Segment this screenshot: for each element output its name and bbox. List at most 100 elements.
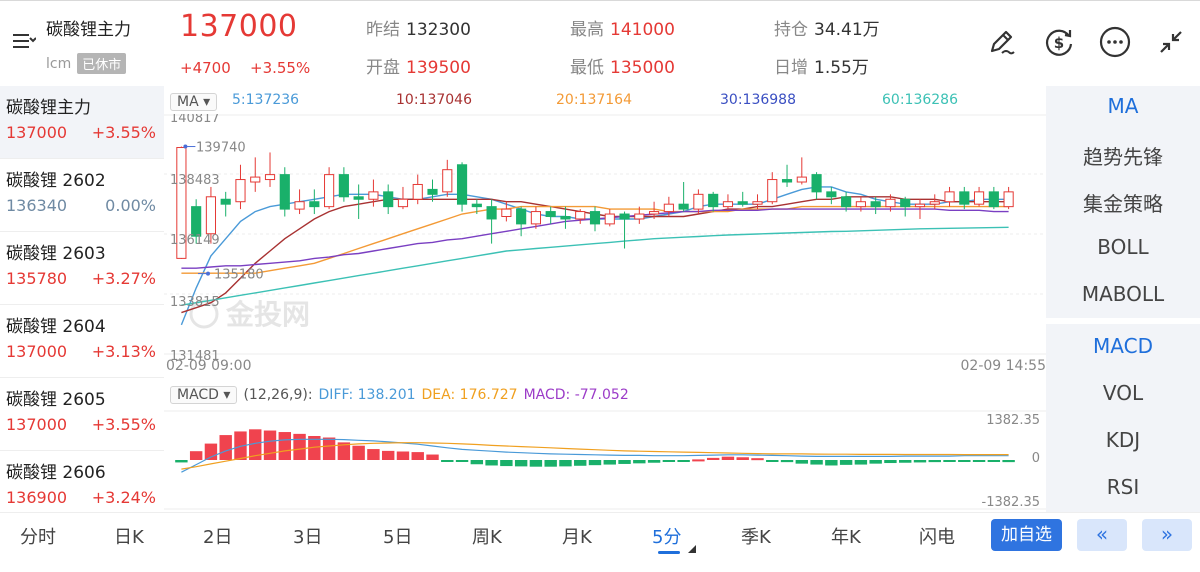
tab-year-k[interactable]: 年K <box>831 527 861 548</box>
list-item[interactable]: 碳酸锂 2605 137000 +3.55% <box>0 378 164 451</box>
macd-bar <box>943 460 956 462</box>
candle <box>486 199 497 244</box>
ma60-value: 60:136286 <box>882 92 958 108</box>
macd-bar <box>869 460 882 464</box>
macd-bar <box>899 460 912 463</box>
candle <box>619 211 630 249</box>
list-item[interactable]: 碳酸锂 2603 135780 +3.27% <box>0 232 164 305</box>
y-axis-label: 136149 <box>170 233 220 248</box>
candle <box>427 179 438 202</box>
candle <box>649 201 660 219</box>
tab-timeshare[interactable]: 分时 <box>20 527 56 548</box>
indicator-boll[interactable]: BOLL <box>1097 235 1149 259</box>
list-item[interactable]: 碳酸锂 2604 137000 +3.13% <box>0 305 164 378</box>
macd-bar <box>529 460 543 467</box>
tab-2day[interactable]: 2日 <box>203 527 233 548</box>
indicator-strategy[interactable]: 集金策略 <box>1083 192 1163 216</box>
indicator-macd[interactable]: MACD <box>1093 334 1153 358</box>
indicator-maboll[interactable]: MABOLL <box>1081 282 1165 306</box>
macd-axis-label: 1382.35 <box>986 413 1040 428</box>
candle <box>781 164 793 187</box>
candle <box>841 191 852 212</box>
indicator-rsi[interactable]: RSI <box>1106 475 1140 499</box>
candle <box>826 186 837 205</box>
contract-name: 碳酸锂主力 <box>46 20 131 40</box>
contract-list: 碳酸锂主力 137000 +3.55% 碳酸锂 2602 136340 0.00% … <box>0 86 164 512</box>
period-bar: 分时 日K 2日 3日 5日 周K 月K 5分 季K 年K 闪电 加自选 « » <box>0 512 1200 572</box>
macd-dea: DEA: 176.727 <box>421 387 518 403</box>
list-item-price: 136340 <box>6 196 68 215</box>
stat-high: 最高 141000 <box>570 20 675 40</box>
pen-icon[interactable] <box>984 25 1018 59</box>
watermark-logo: 金投网 <box>189 298 310 331</box>
macd-bar <box>1002 460 1015 463</box>
chart-area[interactable]: MA ▾ 5:137236 10:137046 20:137164 30:136… <box>164 86 1046 512</box>
macd-bar <box>766 460 779 462</box>
candle <box>250 157 261 192</box>
macd-bar <box>337 442 351 460</box>
tab-5day[interactable]: 5日 <box>383 527 413 548</box>
list-item-name: 碳酸锂 2602 <box>6 171 106 191</box>
y-axis-label: 140817 <box>170 114 220 126</box>
macd-bar <box>574 460 587 466</box>
tab-flash[interactable]: 闪电 <box>919 527 955 548</box>
contract-sub: lcm 已休市 <box>46 53 127 74</box>
candle <box>796 157 807 185</box>
menu-expand-icon[interactable] <box>12 31 36 51</box>
tab-quarter-k[interactable]: 季K <box>741 527 771 548</box>
macd-bar <box>322 437 336 460</box>
ma30-value: 30:136988 <box>720 92 796 108</box>
macd-selector[interactable]: MACD ▾ <box>170 386 238 404</box>
indicator-ma[interactable]: MA <box>1107 94 1139 118</box>
macd-bar <box>308 435 321 460</box>
ma5-value: 5:137236 <box>232 92 300 108</box>
list-item[interactable]: 碳酸锂 2606 136900 +3.24% <box>0 451 164 524</box>
candle <box>471 199 482 215</box>
more-icon[interactable] <box>1098 25 1132 59</box>
list-item[interactable]: 碳酸锂主力 137000 +3.55% <box>0 86 164 159</box>
list-item[interactable]: 碳酸锂 2602 136340 0.00% <box>0 159 164 232</box>
indicator-trend[interactable]: 趋势先锋 <box>1083 145 1163 169</box>
list-item-pct: +3.13% <box>91 342 156 361</box>
x-axis-start: 02-09 09:00 <box>166 358 252 374</box>
macd-bar <box>278 432 291 460</box>
tab-month-k[interactable]: 月K <box>562 527 592 548</box>
candle <box>324 167 335 210</box>
indicator-vol[interactable]: VOL <box>1102 381 1144 405</box>
macd-bar <box>972 460 986 462</box>
candle <box>309 189 320 215</box>
ma-legend: MA ▾ <box>170 91 218 113</box>
candle <box>191 199 202 244</box>
ma60-line <box>181 226 1009 306</box>
tab-week-k[interactable]: 周K <box>472 527 502 548</box>
ma-selector[interactable]: MA ▾ <box>170 93 218 111</box>
list-item-name: 碳酸锂 2605 <box>6 390 106 410</box>
candle <box>944 186 955 207</box>
macd-bar <box>500 460 513 467</box>
tab-day-k[interactable]: 日K <box>114 527 144 548</box>
macd-bar <box>485 460 498 466</box>
collapse-icon[interactable] <box>1154 25 1188 59</box>
macd-bar <box>751 458 764 461</box>
prev-button[interactable]: « <box>1077 519 1127 551</box>
macd-bar <box>618 460 631 464</box>
macd-chart[interactable]: 1382.35 0 -1382.35 <box>164 410 1046 510</box>
add-favorite-button[interactable]: 加自选 <box>991 519 1062 551</box>
macd-bar <box>249 429 262 460</box>
market-status-badge: 已休市 <box>77 53 127 74</box>
candle <box>604 209 615 227</box>
next-button[interactable]: » <box>1142 519 1192 551</box>
macd-bar <box>426 454 439 460</box>
dea-line <box>181 442 1009 470</box>
macd-bar <box>677 460 690 462</box>
candle <box>885 194 896 212</box>
tab-3day[interactable]: 3日 <box>293 527 323 548</box>
dollar-refresh-icon[interactable]: $ <box>1042 25 1076 59</box>
tab-5min[interactable]: 5分 <box>652 527 682 548</box>
candle <box>722 194 734 210</box>
indicator-kdj[interactable]: KDJ <box>1105 428 1141 452</box>
kline-chart[interactable]: 金投网 140817 138483 136149 133815 131481 139740… <box>164 114 1046 376</box>
caret-down-icon <box>688 545 696 553</box>
candle <box>678 182 689 212</box>
macd-value: MACD: -77.052 <box>523 387 629 403</box>
